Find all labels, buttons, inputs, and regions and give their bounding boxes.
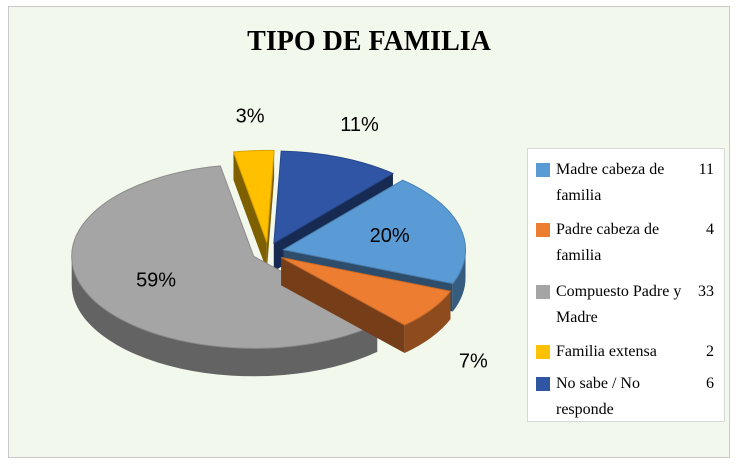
slice-top <box>71 165 379 349</box>
legend-label: No sabe / No responde <box>556 375 640 418</box>
legend-value: 2 <box>706 343 714 360</box>
legend-swatch <box>536 285 550 299</box>
legend-value: 11 <box>698 161 714 178</box>
slice-side <box>233 151 267 271</box>
chart-title: TIPO DE FAMILIA <box>247 26 491 57</box>
slice-top <box>232 149 275 243</box>
slice-wall <box>452 249 466 312</box>
slice-top <box>282 179 467 285</box>
pie-slice <box>232 149 275 271</box>
legend-value: 33 <box>698 283 714 300</box>
legend-value: 6 <box>706 375 714 392</box>
data-label: 11% <box>340 114 379 136</box>
legend: Madre cabeza de familia 11 Padre cabeza de… <box>527 148 725 422</box>
data-label: 3% <box>236 105 265 127</box>
legend-label: Compuesto Padre y Madre <box>556 283 682 326</box>
legend-label: Madre cabeza de familia <box>556 161 665 204</box>
legend-label: Familia extensa <box>556 343 657 360</box>
slice-wall <box>404 291 451 354</box>
data-label: 20% <box>370 225 410 247</box>
slice-top <box>273 150 395 244</box>
legend-value: 4 <box>706 221 714 238</box>
legend-label: Padre cabeza de familia <box>556 221 660 264</box>
data-label: 59% <box>136 269 176 291</box>
slice-side <box>281 257 405 354</box>
legend-swatch <box>536 377 550 391</box>
legend-swatch <box>536 223 550 237</box>
legend-swatch <box>536 345 550 359</box>
slice-side <box>266 150 275 271</box>
data-label: 7% <box>459 350 488 372</box>
pie-slice <box>280 256 452 354</box>
slice-wall <box>71 256 378 377</box>
legend-swatch <box>536 163 550 177</box>
slice-top <box>280 256 452 326</box>
